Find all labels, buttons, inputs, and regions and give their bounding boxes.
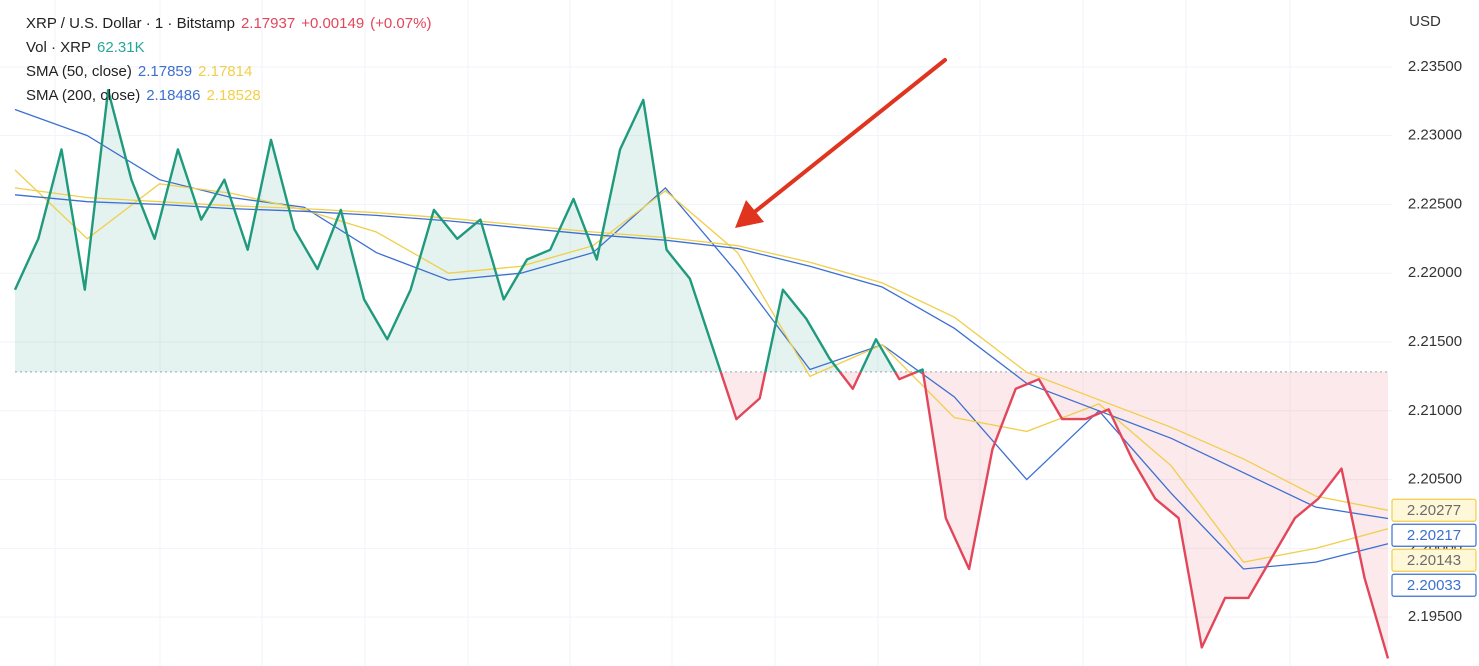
- price-area: [15, 90, 1388, 659]
- y-tick-label: 2.21000: [1408, 402, 1462, 419]
- price-tag: [1391, 523, 1477, 547]
- symbol: XRP / U.S. Dollar · 1 · Bitstamp: [26, 15, 235, 32]
- indicator-value: 2.18528: [206, 87, 261, 104]
- y-tick-label: 2.23000: [1408, 127, 1462, 144]
- annotation-arrowhead: [735, 200, 764, 228]
- price-tag-label: 2.20277: [1407, 502, 1461, 519]
- indicator-name: SMA (50, close): [26, 63, 132, 80]
- price-tag-label: 2.20033: [1407, 577, 1461, 594]
- y-tick-label: 2.22500: [1408, 195, 1462, 212]
- legend-row: Vol · XRP 62.31K: [26, 36, 437, 60]
- y-tick-label: 2.20500: [1408, 471, 1462, 488]
- y-tick-label: 2.19500: [1408, 608, 1462, 625]
- legend: XRP / U.S. Dollar · 1 · Bitstamp 2.17937 +…: [26, 12, 437, 108]
- change: +0.00149: [301, 15, 365, 32]
- price-tag: [1391, 498, 1477, 522]
- price-tag-label: 2.20217: [1407, 527, 1461, 544]
- volume-name: Vol · XRP: [26, 39, 92, 56]
- price: 2.17937: [240, 15, 296, 32]
- y-tick-label: 2.21500: [1408, 333, 1462, 350]
- sma-line: [14, 194, 1389, 520]
- indicator-value: 2.17814: [198, 63, 253, 80]
- annotation-arrow: [750, 58, 947, 216]
- sma-line: [14, 108, 1389, 570]
- price-tag-label: 2.20143: [1407, 552, 1461, 569]
- legend-row: SMA (50, close) 2.17859 2.17814: [26, 60, 437, 84]
- price-tag: [1391, 573, 1477, 597]
- y-tick-label: 2.23500: [1408, 58, 1462, 75]
- indicator-value: 2.18486: [146, 87, 201, 104]
- price-line: [13, 89, 1390, 659]
- indicator-value: 2.17859: [137, 63, 193, 80]
- price-tag: [1391, 548, 1477, 572]
- indicator-name: SMA (200, close): [26, 87, 141, 104]
- sma-line: [14, 169, 1389, 563]
- axis-unit: USD: [1409, 13, 1441, 30]
- legend-row: XRP / U.S. Dollar · 1 · Bitstamp 2.17937 +…: [26, 12, 437, 36]
- y-tick-label: 2.22000: [1408, 264, 1462, 281]
- sma-line: [14, 187, 1389, 511]
- volume-value: 62.31K: [97, 39, 145, 56]
- change-pct: (+0.07%): [370, 15, 432, 32]
- legend-row: SMA (200, close) 2.18486 2.18528: [26, 84, 437, 108]
